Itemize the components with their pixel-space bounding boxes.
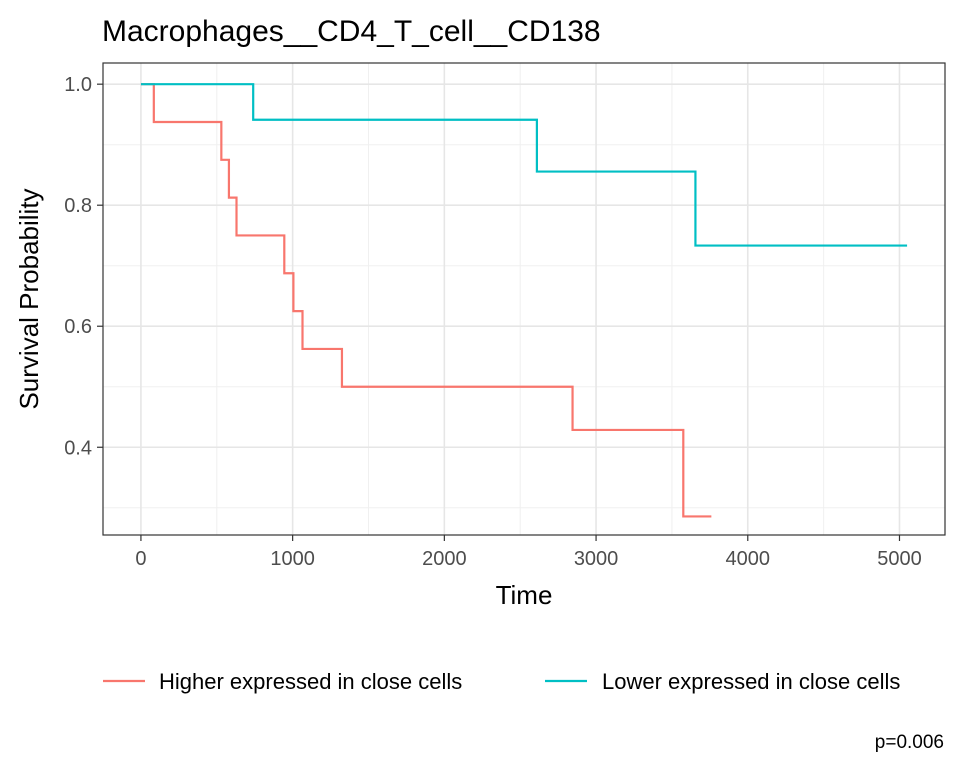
- p-value-annotation: p=0.006: [875, 732, 944, 753]
- x-tick-label: 2000: [422, 548, 467, 570]
- y-tick-label: 0.8: [64, 195, 92, 217]
- series-lines: [140, 83, 908, 518]
- plot-panel: [102, 62, 946, 536]
- y-tick-label: 1.0: [64, 74, 92, 96]
- plot-border: [102, 62, 946, 536]
- y-axis: 0.4 0.6 0.8 1.0: [64, 74, 103, 459]
- y-tick-label: 0.6: [64, 316, 92, 338]
- x-axis-title: Time: [496, 580, 553, 610]
- series-line-higher: [140, 83, 712, 518]
- x-axis: 0 1000 2000 3000 4000 5000: [135, 535, 922, 570]
- legend: Higher expressed in close cells Lower exp…: [103, 669, 900, 694]
- legend-label-lower: Lower expressed in close cells: [602, 669, 900, 694]
- legend-label-higher: Higher expressed in close cells: [159, 669, 462, 694]
- y-tick-label: 0.4: [64, 437, 92, 459]
- x-tick-label: 4000: [726, 548, 771, 570]
- x-tick-label: 1000: [270, 548, 315, 570]
- x-tick-label: 5000: [877, 548, 922, 570]
- series-line-lower: [140, 83, 908, 247]
- plot-background: [103, 63, 945, 535]
- x-tick-label: 0: [135, 548, 146, 570]
- y-axis-title: Survival Probability: [14, 188, 44, 409]
- x-tick-label: 3000: [574, 548, 619, 570]
- chart-title: Macrophages__CD4_T_cell__CD138: [102, 15, 601, 48]
